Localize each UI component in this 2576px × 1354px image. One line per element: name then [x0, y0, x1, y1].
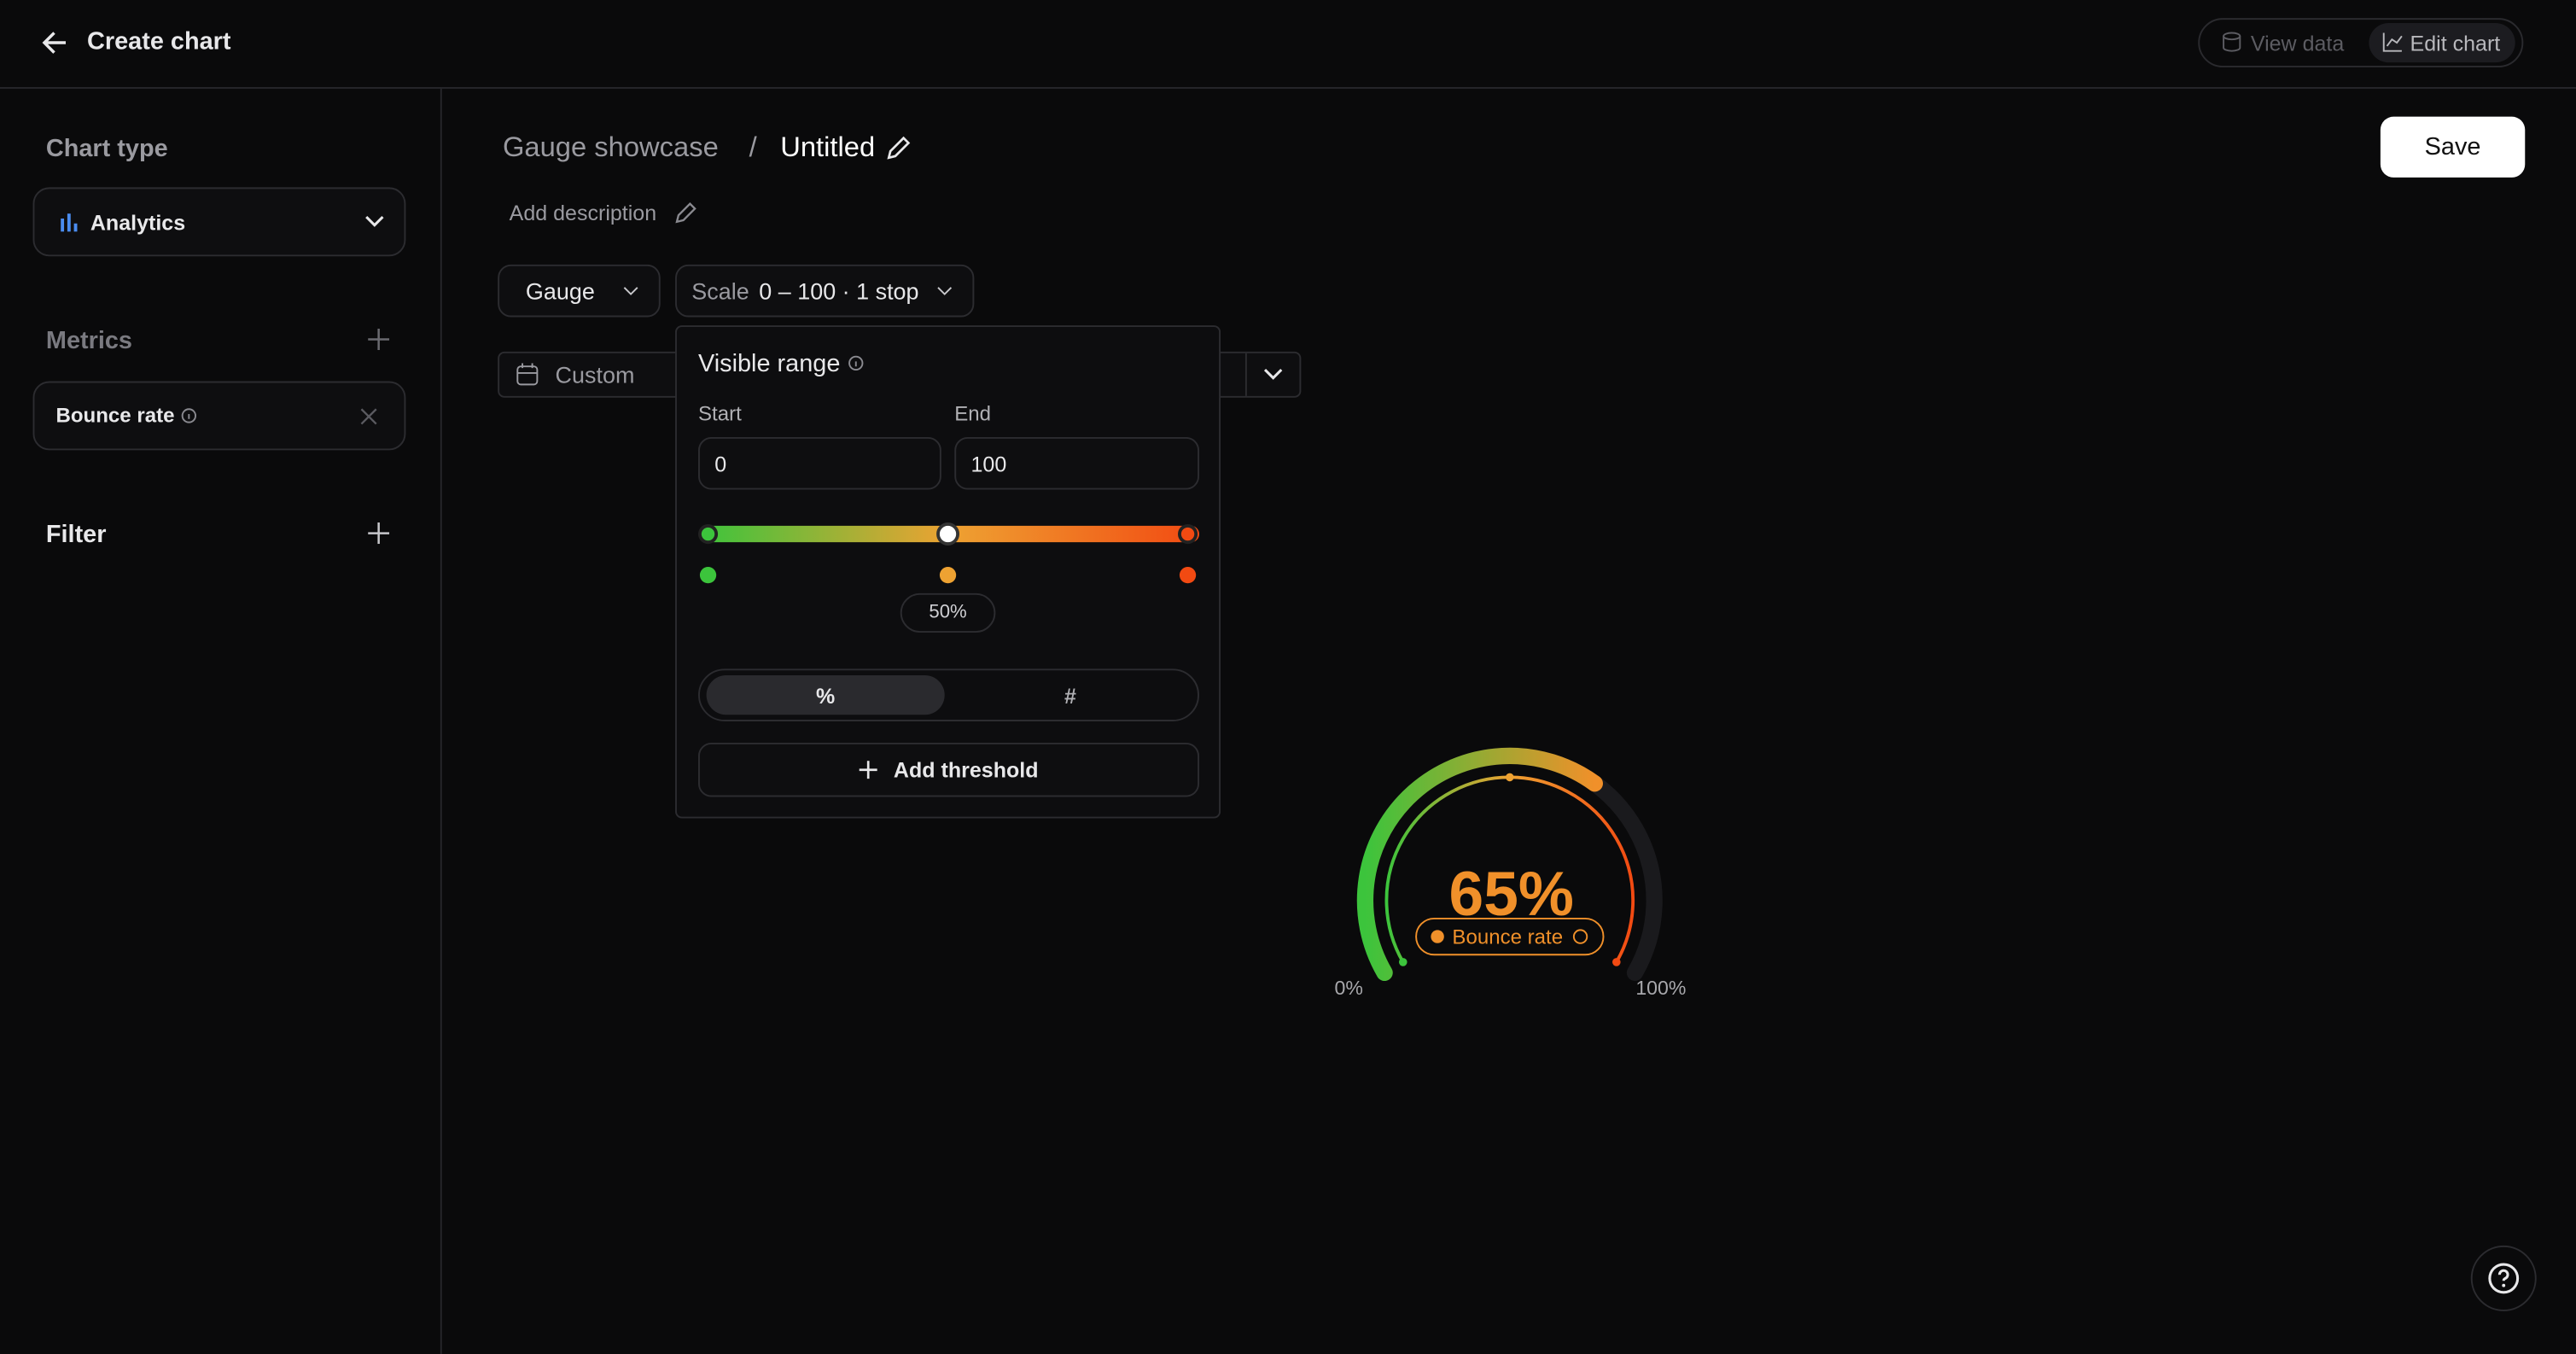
gauge-metric-label: Bounce rate [1452, 925, 1563, 948]
tab-view-data[interactable]: View data [2221, 32, 2344, 56]
metric-item[interactable]: Bounce rate [32, 381, 406, 451]
chevron [937, 287, 953, 295]
add-filter[interactable] [368, 522, 390, 545]
chevron [623, 287, 638, 295]
tab-label: View data [2250, 31, 2345, 56]
sidebar-divider [440, 87, 442, 1354]
info-icon [182, 408, 197, 423]
analytics-icon [61, 213, 78, 232]
stop-dot [939, 567, 957, 584]
popup-title: Visible range [697, 349, 841, 378]
metrics-label: Metrics [45, 327, 132, 355]
chevron [365, 215, 384, 227]
remove-metric[interactable] [360, 406, 378, 424]
calendar-icon [516, 363, 539, 386]
type-value: Gauge [525, 277, 595, 305]
end-input[interactable]: 100 [954, 436, 1200, 490]
gauge-value-label: 65% [1449, 860, 1574, 929]
stop-dot [1179, 567, 1197, 584]
view-toggle [2198, 18, 2524, 67]
chevron [1263, 368, 1283, 380]
gauge-threshold-dot [1612, 958, 1621, 966]
gauge-threshold-dot [1505, 773, 1514, 782]
mode-toggle [697, 668, 1200, 721]
end-label: End [954, 402, 992, 426]
back-icon[interactable] [39, 28, 69, 58]
mode-number[interactable]: # [1064, 682, 1076, 708]
chart-type-label: Chart type [45, 134, 168, 163]
tab-active-bg [2369, 22, 2515, 63]
help-button[interactable] [2470, 1245, 2537, 1311]
scale-select[interactable]: Scale 0 – 100 · 1 stop [675, 264, 975, 318]
breadcrumb-separator: / [749, 131, 757, 163]
header-title: Create chart [87, 27, 231, 56]
add-threshold-label: Add threshold [893, 757, 1039, 783]
threshold-slider[interactable] [690, 513, 1209, 598]
gauge-threshold-dot [1398, 958, 1407, 966]
tab-edit-chart[interactable]: Edit chart [2410, 31, 2501, 56]
start-label: Start [697, 402, 742, 426]
scale-label: Scale [691, 277, 749, 305]
breadcrumb-parent[interactable]: Gauge showcase [502, 131, 719, 163]
gauge-min-label: 0% [1334, 977, 1362, 999]
gauge: 65%Bounce rate 0% 100% [1334, 747, 1686, 999]
info-icon [848, 355, 864, 371]
stop-label[interactable]: 50% [900, 592, 996, 633]
mode-percent[interactable]: % [706, 675, 945, 715]
date-dropdown[interactable] [1244, 353, 1300, 396]
type-select[interactable]: Gauge [498, 264, 661, 318]
header [0, 0, 2576, 89]
save-button[interactable]: Save [2380, 116, 2526, 178]
scale-value: 0 – 100 · 1 stop [759, 277, 919, 305]
info-icon [1572, 929, 1588, 944]
metric-name: Bounce rate [55, 404, 175, 428]
stop-dot [699, 567, 717, 584]
gauge-value-arc [1356, 747, 1603, 982]
add-threshold[interactable]: Add threshold [697, 742, 1200, 797]
slider-handle[interactable] [936, 522, 960, 546]
date-label: Custom [555, 361, 635, 388]
add-metric[interactable] [368, 328, 390, 350]
add-description[interactable]: Add description [509, 200, 657, 225]
edit-desc-icon [675, 202, 696, 224]
metric-dot [1431, 930, 1444, 943]
chart-type-value: Analytics [90, 209, 186, 235]
breadcrumb-current: Untitled [780, 131, 876, 163]
gauge-metric-pill [1415, 917, 1605, 956]
plus-icon [859, 761, 877, 779]
filter-label: Filter [45, 521, 107, 549]
db-icon [2223, 32, 2241, 52]
help-icon [2488, 1263, 2520, 1294]
slider-handle[interactable] [1178, 523, 1198, 545]
gauge-max-label: 100% [1635, 977, 1686, 999]
edit-title-icon[interactable] [887, 135, 912, 160]
start-input[interactable]: 0 [697, 436, 941, 490]
chart-icon [2382, 32, 2403, 52]
slider-handle[interactable] [697, 523, 719, 545]
chart-type-select[interactable]: Analytics [32, 187, 406, 257]
